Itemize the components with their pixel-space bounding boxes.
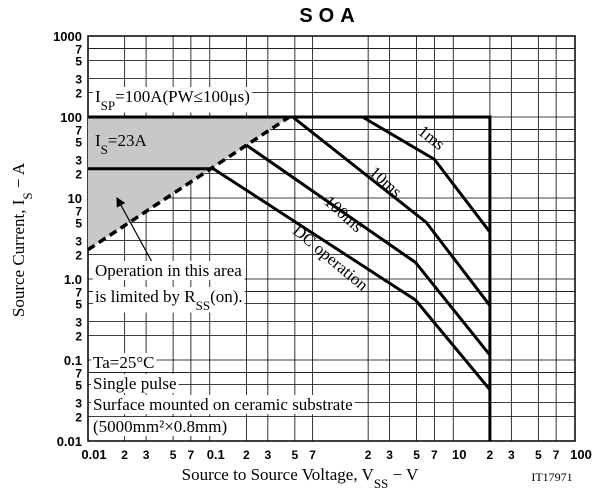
x-tick-label: 2 <box>243 448 250 462</box>
annotation: Single pulse <box>93 374 177 393</box>
series-line <box>212 167 492 391</box>
x-tick-label: 0.01 <box>81 447 106 462</box>
y-tick-label: 5 <box>75 54 82 68</box>
text-segment: I <box>95 131 101 150</box>
y-tick-label: 5 <box>75 378 82 392</box>
y-tick-label: 5 <box>75 216 82 230</box>
y-tick-label: 5 <box>75 135 82 149</box>
text-segment: Source Current, I <box>9 199 28 317</box>
y-tick-label: 2 <box>75 168 82 182</box>
limit-line <box>87 115 291 252</box>
text-segment: Single pulse <box>93 374 177 393</box>
y-tick-label: 100 <box>60 110 82 125</box>
y-tick-label: 2 <box>75 411 82 425</box>
annotation-bg <box>93 131 150 157</box>
x-tick-label: 3 <box>508 448 515 462</box>
series-line <box>245 143 492 357</box>
text-segment: =23A <box>108 131 148 150</box>
x-tick-label: 100 <box>570 447 592 462</box>
x-axis-label: Source to Source Voltage, VSS − V <box>182 465 419 491</box>
text-segment: − A <box>9 162 28 192</box>
x-tick-label: 2 <box>365 448 372 462</box>
y-tick-label: 7 <box>75 367 82 381</box>
x-tick-label: 5 <box>413 448 420 462</box>
text-segment: (5000mm²×0.8mm) <box>93 417 227 436</box>
y-tick-label: 3 <box>75 72 82 86</box>
x-tick-label: 5 <box>292 448 299 462</box>
y-tick-label: 3 <box>75 153 82 167</box>
text-segment: − V <box>388 465 419 484</box>
x-tick-label: 7 <box>431 448 438 462</box>
annotation-bg <box>91 417 230 436</box>
x-tick-label: 3 <box>386 448 393 462</box>
annotation-bg <box>91 353 157 372</box>
text-segment: SP <box>101 98 115 113</box>
annotation: ISP=100A(PW≤100μs) <box>95 87 250 113</box>
y-tick-label: 1.0 <box>64 272 82 287</box>
x-tick-label: 3 <box>143 448 150 462</box>
figure-code: IT17971 <box>531 470 572 484</box>
text-segment: I <box>95 87 101 106</box>
text-segment: =100A(PW≤100μs) <box>115 87 250 106</box>
x-tick-label: 5 <box>170 448 177 462</box>
x-tick-label: 0.1 <box>207 447 225 462</box>
y-axis-label: Source Current, IS − A <box>9 162 35 317</box>
annotation: Operation in this area <box>95 261 242 280</box>
text-segment: Source to Source Voltage, V <box>182 465 375 484</box>
y-tick-label: 5 <box>75 297 82 311</box>
y-tick-label: 7 <box>75 205 82 219</box>
y-tick-label: 3 <box>75 315 82 329</box>
y-tick-label: 3 <box>75 234 82 248</box>
annotation-bg <box>93 261 245 280</box>
text-segment: SS <box>374 476 388 491</box>
y-tick-label: 7 <box>75 286 82 300</box>
text-segment: Ta=25°C <box>93 353 154 372</box>
y-tick-label: 2 <box>75 249 82 263</box>
x-tick-label: 2 <box>487 448 494 462</box>
y-tick-label: 1000 <box>53 29 82 44</box>
y-tick-label: 2 <box>75 87 82 101</box>
annotation-bg <box>93 87 252 113</box>
text-segment: S <box>20 192 35 199</box>
series-line <box>361 115 492 233</box>
x-tick-label: 5 <box>535 448 542 462</box>
text-segment: Surface mounted on ceramic substrate <box>93 395 353 414</box>
soa-boundary <box>88 115 492 441</box>
x-tick-label: 7 <box>309 448 316 462</box>
series-line <box>291 115 492 307</box>
text-segment: (on). <box>210 287 243 306</box>
text-segment: SS <box>196 298 210 313</box>
annotation: IS=23A <box>95 131 147 157</box>
x-tick-label: 2 <box>121 448 128 462</box>
y-tick-label: 10 <box>68 191 82 206</box>
x-tick-label: 7 <box>188 448 195 462</box>
annotation: Ta=25°C <box>93 353 154 372</box>
y-tick-label: 7 <box>75 124 82 138</box>
annotation-arrow <box>116 196 153 263</box>
y-tick-label: 3 <box>75 396 82 410</box>
y-tick-label: 2 <box>75 330 82 344</box>
x-tick-label: 3 <box>264 448 271 462</box>
y-tick-label: 7 <box>75 43 82 57</box>
x-tick-label: 10 <box>452 447 466 462</box>
text-segment: is limited by R <box>95 287 196 306</box>
annotation: Surface mounted on ceramic substrate <box>93 395 353 414</box>
annotation-bg <box>91 374 179 393</box>
annotation: (5000mm²×0.8mm) <box>93 417 227 436</box>
text-segment: S <box>101 142 108 157</box>
y-tick-label: 0.1 <box>64 353 82 368</box>
chart-title: SOA <box>299 5 360 27</box>
annotation-bg <box>93 287 245 313</box>
annotation: is limited by RSS(on). <box>95 287 243 313</box>
x-tick-label: 7 <box>553 448 560 462</box>
text-segment: Operation in this area <box>95 261 242 280</box>
y-tick-label: 0.01 <box>57 434 82 449</box>
annotation-bg <box>91 395 355 414</box>
